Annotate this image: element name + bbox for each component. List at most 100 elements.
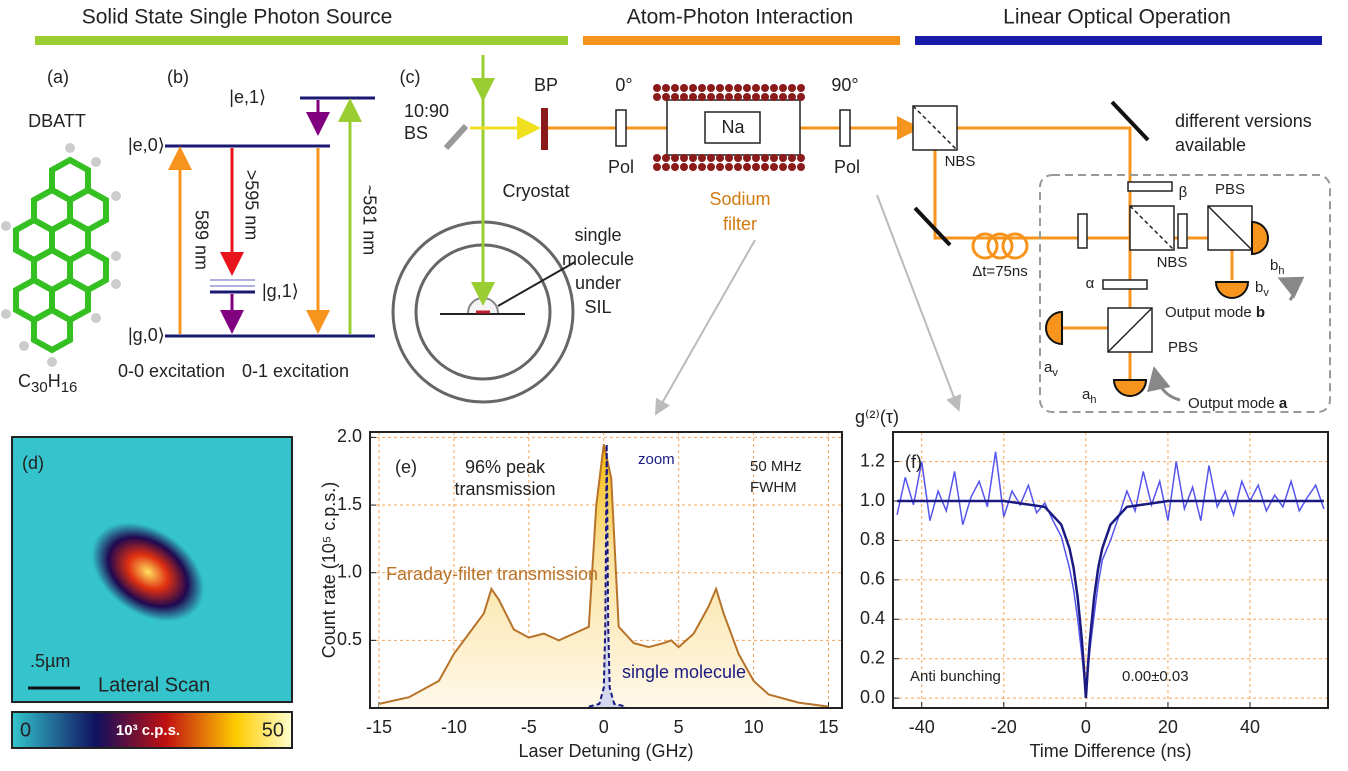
coil-dot bbox=[752, 93, 760, 101]
label-part: Output mode bbox=[1165, 304, 1252, 321]
label: BP bbox=[534, 75, 558, 95]
coil-dot bbox=[779, 163, 787, 171]
chart: -15 -10 -5 0 5 10 15 0.5 1.0 1.5 2.0 Laser Detuning… bbox=[319, 426, 843, 761]
x-tick-label: 15 bbox=[818, 717, 838, 737]
label: Na bbox=[721, 117, 745, 137]
coil-dot bbox=[788, 163, 796, 171]
label: 90° bbox=[831, 75, 858, 95]
coil-dot bbox=[716, 84, 724, 92]
panel-a: (a) DBATT C30H16 bbox=[1, 67, 121, 396]
coil-dot bbox=[734, 163, 742, 171]
molecule-formula: C30H16 bbox=[18, 371, 77, 396]
coil-dot bbox=[662, 163, 670, 171]
coil-dot bbox=[653, 154, 661, 162]
coil-dot bbox=[761, 93, 769, 101]
y-tick-label: 0.8 bbox=[860, 529, 885, 549]
y-tick-label: 0.2 bbox=[860, 647, 885, 667]
x-tick-label: -40 bbox=[909, 717, 935, 737]
coil-dot bbox=[716, 163, 724, 171]
pointer bbox=[1277, 276, 1305, 301]
label: different versions bbox=[1175, 111, 1312, 131]
y-tick-label: 0.0 bbox=[860, 687, 885, 707]
beam-splitter bbox=[443, 123, 469, 151]
panel-label: (f) bbox=[905, 452, 922, 472]
pointer bbox=[1147, 366, 1181, 402]
caption: 0-0 excitation bbox=[118, 361, 225, 381]
coil-dot bbox=[698, 84, 706, 92]
coil-dot bbox=[698, 163, 706, 171]
plot-area bbox=[893, 432, 1328, 708]
label: under bbox=[575, 273, 621, 293]
splitter-diagonals bbox=[912, 105, 1253, 353]
fiber-delay bbox=[971, 232, 1029, 260]
coil-dot bbox=[788, 84, 796, 92]
label-part: b bbox=[1256, 304, 1265, 321]
panel-c: (c) 10:90 BS BP 0° 90° Na Pol Pol Cryost… bbox=[391, 55, 1331, 416]
annotation: 0.00±0.03 bbox=[1122, 668, 1189, 685]
detectors bbox=[1045, 220, 1269, 397]
label: NBS bbox=[945, 153, 976, 170]
coil-dot bbox=[734, 93, 742, 101]
coil-dot bbox=[797, 84, 805, 92]
coil-dot bbox=[788, 93, 796, 101]
label-part: h bbox=[1278, 265, 1284, 277]
transition-label: >595 nm bbox=[241, 170, 261, 241]
section-bar bbox=[35, 36, 568, 45]
label: PBS bbox=[1168, 339, 1198, 356]
annotation: 50 MHz bbox=[750, 458, 802, 475]
label: PBS bbox=[1215, 181, 1245, 198]
coil-dot bbox=[707, 163, 715, 171]
panel-b: (b) |e,1⟩ |e,0⟩ |g,1⟩ |g,0⟩ 589 nm >595 … bbox=[118, 67, 379, 381]
coil-dot bbox=[743, 93, 751, 101]
coil-dot bbox=[770, 154, 778, 162]
coil-dot bbox=[671, 93, 679, 101]
coil-dot bbox=[761, 84, 769, 92]
series-label: single molecule bbox=[622, 662, 746, 682]
coil-dot bbox=[671, 163, 679, 171]
data-layer bbox=[378, 443, 829, 708]
annotation: 96% peak bbox=[465, 457, 546, 477]
label: Output mode b bbox=[1165, 304, 1265, 321]
label: 0° bbox=[615, 75, 632, 95]
coil-dot bbox=[788, 154, 796, 162]
annotation: FWHM bbox=[750, 479, 797, 496]
coil-dot bbox=[680, 84, 688, 92]
panel-label: (d) bbox=[22, 453, 44, 473]
y-tick-label: 1.2 bbox=[860, 450, 885, 470]
label-part: b bbox=[1255, 279, 1263, 296]
coil-dot bbox=[689, 163, 697, 171]
colorbar-label: 0 bbox=[20, 719, 31, 741]
label-part: v bbox=[1263, 287, 1269, 299]
coil-dot bbox=[743, 154, 751, 162]
label: Pol bbox=[834, 157, 860, 177]
charts: -40 -20 0 20 40 0.0 0.2 0.4 0.6 0.8 1.0 1.2 Time Dif… bbox=[319, 407, 1329, 761]
coil-dot bbox=[707, 154, 715, 162]
colorbar-label: 50 bbox=[262, 719, 284, 741]
coil-dot bbox=[653, 93, 661, 101]
section-title: Linear Optical Operation bbox=[1003, 6, 1231, 29]
coil-dot bbox=[707, 93, 715, 101]
formula-part: H bbox=[48, 371, 61, 391]
coil-dot bbox=[662, 93, 670, 101]
chart: -40 -20 0 20 40 0.0 0.2 0.4 0.6 0.8 1.0 1.2 Time Dif… bbox=[855, 407, 1329, 761]
label: Output mode a bbox=[1188, 395, 1288, 412]
line bbox=[588, 444, 627, 708]
coil-dot bbox=[761, 163, 769, 171]
coil-dot bbox=[662, 154, 670, 162]
coil-dot bbox=[770, 163, 778, 171]
coil-dot bbox=[653, 163, 661, 171]
y-tick-label: 0.5 bbox=[337, 629, 362, 649]
coil-dot bbox=[797, 93, 805, 101]
y-tick-label: 0.6 bbox=[860, 569, 885, 589]
coil-dot bbox=[671, 84, 679, 92]
section-bar bbox=[583, 36, 900, 45]
energy-levels bbox=[165, 96, 375, 338]
x-tick-label: 20 bbox=[1158, 717, 1178, 737]
coil-dot bbox=[779, 93, 787, 101]
coil-dot bbox=[698, 154, 706, 162]
coil-dot bbox=[716, 154, 724, 162]
hydrogen-atoms bbox=[1, 143, 121, 367]
pointer bbox=[497, 261, 576, 307]
coil-dot bbox=[662, 84, 670, 92]
